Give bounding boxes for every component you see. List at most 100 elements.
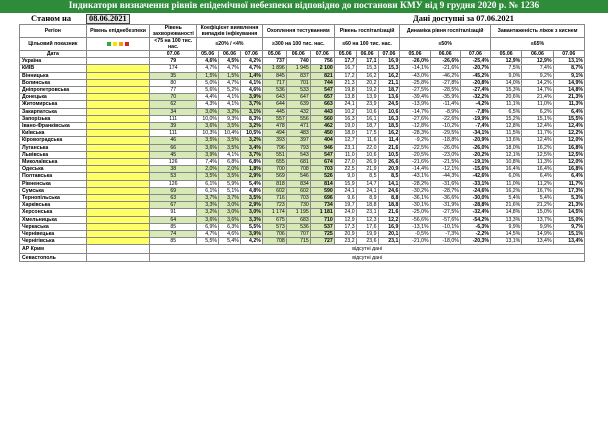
table-row: Луганська 66 3,6% 3,5% 3,4% 796 793 946 23,1 22,0… [19,143,586,152]
value-cell: 4,7% [196,230,220,239]
status-label: Станом на [31,14,72,23]
country-row: Україна 79 4,6% 4,5% 4,2% 737 740 756 17,7 17,1 16… [19,57,586,66]
value-cell: 70 [149,93,198,102]
value-cell: 23,1 [333,143,357,152]
value-cell: -22,6% [429,114,461,124]
value-cell: 6,3% [218,222,241,232]
value-cell: -44,3% [429,172,461,181]
value-cell: 9,1% [552,71,586,80]
value-cell: -28,7% [429,186,461,196]
value-cell: 74 [149,230,198,239]
value-cell: 111 [149,114,198,124]
table-row: Херсонська 91 3,2% 3,0% 3,0% 1 174 1 195 1 181 2… [19,208,586,217]
value-cell: -20,8% [459,78,492,88]
value-cell: -56,6% [399,215,431,224]
value-cell: -26,6% [429,57,461,66]
value-cell: 5,4% [218,237,241,246]
value-cell: 675 [261,215,287,224]
date-cell: 05.06 [261,49,287,59]
value-cell: 14,1 [377,179,401,188]
value-cell: 23,1 [355,208,379,217]
value-cell: 17,3 [333,222,357,232]
table-row: Сумська 69 6,1% 5,1% 4,8% 602 602 590 24,1 24,1 24… [19,186,586,196]
value-cell: 6,1% [196,186,220,196]
level-cell [85,100,151,109]
table-row: Вінницька 35 1,5% 1,5% 1,4% 845 837 821 17,2 16,2… [19,71,586,80]
region-name: Хмельницька [19,215,87,224]
value-cell: 85 [149,222,198,232]
value-cell: 706 [261,230,287,239]
value-cell: 1,8% [239,165,263,174]
value-cell: 3,5% [196,172,220,181]
region-name: Севастополь [19,252,87,263]
value-cell: 16,8% [552,165,586,174]
value-cell: 11,0 [333,150,357,160]
target-oxy: ≤65% [490,37,585,51]
status-date: 08.06.2021 [86,14,130,24]
value-cell: 11,7% [552,179,586,188]
target-label: Цільовий показник [19,37,87,51]
value-cell: 445 [261,107,287,116]
value-cell: 14,9% [552,78,586,88]
value-cell: 126 [149,158,198,167]
value-cell: 556 [285,114,311,124]
table-row: Хмельницька 64 3,6% 3,6% 3,3% 675 683 710 12,9 12… [19,215,586,224]
value-cell: 34 [149,107,198,116]
value-cell: -15,6% [459,165,492,174]
value-cell: 13,6% [490,136,523,145]
value-cell: 9,0% [490,71,523,80]
region-name: Запорізька [19,114,87,124]
value-cell: 11,3% [552,100,586,109]
value-cell: 17,2 [333,71,357,80]
table-row: Одеська 38 2,0% 2,0% 1,8% 700 708 703 22,5 21,9 20… [19,165,586,174]
value-cell: 21,9 [355,165,379,174]
value-cell: 21,3 [333,78,357,88]
value-cell: 1,5% [218,71,241,80]
value-cell: 16,7 [333,64,357,73]
value-cell: -18,8% [429,136,461,145]
value-cell: 18,0 [333,129,357,138]
value-cell: 737 [261,57,287,66]
value-cell: 494 [261,129,287,138]
value-cell: -26,0% [429,143,461,152]
footer-row: Севастополь відсутні дані [19,252,585,263]
value-cell: 546 [285,172,311,181]
value-cell: 16,2 [355,71,379,80]
value-cell: 12,4% [552,122,586,131]
value-cell: 727 [309,237,335,246]
value-cell: 3,2% [196,208,220,217]
value-cell: 23,9 [355,100,379,109]
value-cell: -7,8% [459,107,492,116]
value-cell: 3,5% [218,122,241,131]
region-name: КИЇВ [19,64,87,73]
value-cell: 393 [261,136,287,145]
value-cell: 39 [149,122,198,131]
value-cell: -27,6% [399,114,431,124]
value-cell: -26,0% [399,57,431,66]
value-cell: 18,8 [377,201,401,210]
value-cell: -27,5% [399,85,431,95]
value-cell: 3,6% [196,122,220,131]
value-cell: 8,9 [355,194,379,203]
value-cell: 20,9 [333,230,357,239]
value-cell: -22,5% [399,143,431,152]
value-cell: 24,0 [333,208,357,217]
date-cell: 06.06 [218,49,241,59]
value-cell: 5,4% [239,179,263,188]
value-cell: 18,5 [377,122,401,131]
value-cell: 12,9 [333,215,357,224]
value-cell: 5,9% [218,179,241,188]
value-cell: -21,6% [399,158,431,167]
value-cell: 1,4% [239,71,263,80]
region-name: Кіровоградська [19,136,87,145]
value-cell: 4,1% [218,100,241,109]
value-cell: -32,4% [459,208,492,217]
target-hosp: ≤60 на 100 тис. нас. [333,37,401,51]
value-cell: 5,2% [218,85,241,95]
value-cell: 17,3% [552,186,586,196]
value-cell: 560 [309,114,335,124]
value-cell: 740 [285,57,311,66]
value-cell: 16,2 [377,71,401,80]
value-cell: 16,3 [377,114,401,124]
value-cell: 8,5 [355,172,379,181]
